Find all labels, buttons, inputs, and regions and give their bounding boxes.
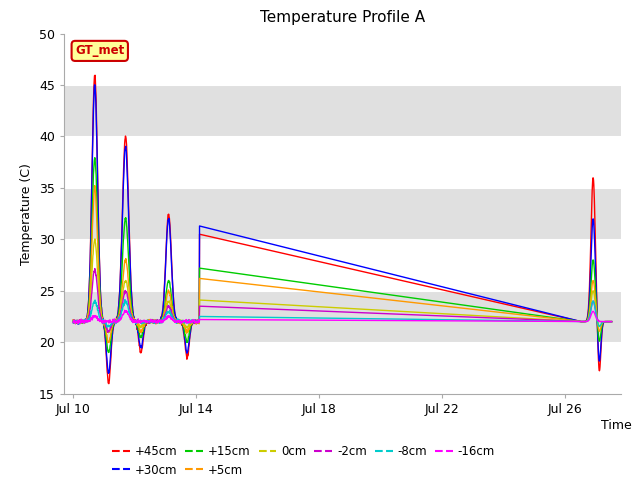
Legend: +45cm, +30cm, +15cm, +5cm, 0cm, -2cm, -8cm, -16cm: +45cm, +30cm, +15cm, +5cm, 0cm, -2cm, -8… (107, 440, 500, 480)
Text: GT_met: GT_met (75, 44, 124, 58)
Bar (64, 85, 621, 136)
X-axis label: Time: Time (601, 419, 632, 432)
Bar (64, 342, 621, 394)
Bar (64, 136, 621, 188)
Bar (64, 291, 621, 342)
Y-axis label: Temperature (C): Temperature (C) (20, 163, 33, 264)
Bar (64, 188, 621, 240)
Title: Temperature Profile A: Temperature Profile A (260, 11, 425, 25)
Bar (64, 34, 621, 85)
Bar (64, 240, 621, 291)
